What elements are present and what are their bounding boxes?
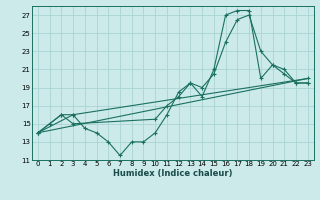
X-axis label: Humidex (Indice chaleur): Humidex (Indice chaleur) [113,169,233,178]
